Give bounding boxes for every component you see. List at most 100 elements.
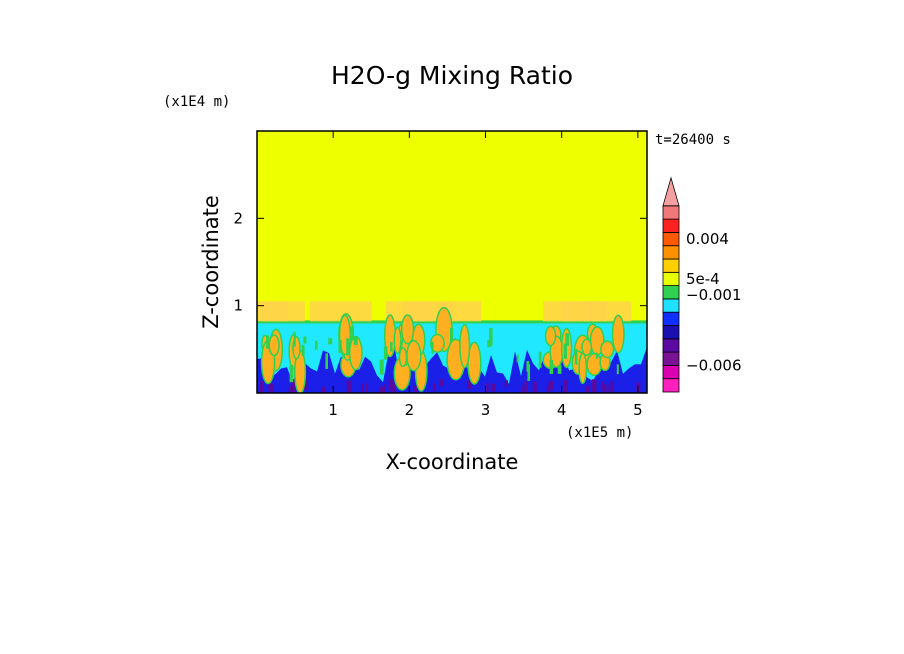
field-speck	[268, 382, 272, 392]
x-tick-label: 4	[557, 401, 567, 419]
colorbar-swatch	[662, 378, 680, 393]
contour-field	[235, 131, 647, 393]
x-unit-label: (x1E5 m)	[566, 425, 633, 441]
field-streak	[353, 336, 358, 345]
field-speck	[391, 383, 396, 393]
field-speck	[524, 381, 528, 393]
x-tick-label: 1	[328, 401, 338, 419]
field-streak	[301, 345, 305, 356]
cloud-plume	[544, 325, 557, 347]
field-speck	[486, 383, 489, 393]
field-speck	[564, 379, 568, 393]
colorbar-swatch	[662, 271, 680, 286]
field-streak	[293, 331, 296, 347]
field-streak	[557, 365, 562, 374]
x-tick-label: 2	[405, 401, 415, 419]
cloud-plume	[586, 352, 603, 377]
field-streak	[549, 359, 554, 375]
y-tick-label: 2	[233, 209, 243, 227]
field-speck	[549, 380, 554, 391]
field-streak	[303, 336, 307, 344]
field-streak	[390, 341, 393, 352]
cloud-plume	[238, 341, 247, 367]
y-axis-label: Z-coordinate	[199, 195, 223, 329]
field-speck	[290, 385, 294, 393]
colorbar-label: −0.001	[686, 286, 742, 304]
colorbar-swatch	[662, 258, 680, 273]
cloud-cap	[262, 301, 305, 322]
cloud-plume	[581, 338, 593, 357]
field-speck	[610, 381, 614, 393]
y-ticks: 12	[233, 209, 647, 315]
field-speck	[432, 383, 436, 392]
field-streak	[314, 340, 318, 350]
field-speck	[260, 380, 264, 393]
field-streak	[325, 353, 329, 369]
colorbar-swatch	[662, 285, 680, 300]
colorbar-label: 0.004	[686, 230, 729, 248]
field-streak	[338, 340, 342, 353]
field-streak	[595, 352, 598, 359]
field-speck	[439, 379, 444, 387]
cloud-plume	[242, 334, 251, 361]
field-speck	[601, 381, 604, 391]
field-streak	[383, 346, 388, 360]
cloud-plume	[578, 352, 588, 385]
field-speck	[303, 379, 308, 390]
colorbar-swatch	[662, 245, 680, 260]
colorbar-swatch	[662, 205, 680, 220]
field-speck	[591, 379, 597, 393]
cloud-plume	[393, 326, 402, 355]
field-streak	[350, 326, 355, 341]
field-streak	[489, 328, 493, 347]
cloud-plume	[459, 324, 471, 369]
field-streak	[431, 341, 434, 354]
colorbar-swatch	[662, 231, 680, 247]
colorbar-swatch	[662, 351, 680, 366]
cloud-plume	[398, 347, 408, 368]
field-streak	[527, 364, 531, 381]
field-speck	[520, 385, 524, 393]
y-unit-label: (x1E4 m)	[163, 94, 230, 110]
field-speck	[585, 385, 590, 393]
colorbar-extend-arrow	[662, 176, 680, 207]
field-streak	[565, 333, 569, 347]
x-axis-label: X-coordinate	[386, 450, 519, 474]
field-speck	[366, 383, 369, 392]
colorbar-swatch	[662, 311, 680, 326]
cloud-plume	[268, 334, 280, 357]
colorbar-swatch	[662, 364, 680, 380]
field-speck	[606, 384, 609, 393]
cloud-plume	[611, 314, 625, 354]
x-tick-label: 3	[481, 401, 491, 419]
colorbar-swatch	[662, 338, 680, 353]
field-speck	[414, 386, 418, 393]
field-speck	[321, 386, 326, 393]
colorbar	[662, 176, 680, 393]
field-streak	[289, 365, 294, 383]
field-speck	[504, 380, 509, 387]
field-streak	[379, 359, 384, 375]
chart-title: H2O-g Mixing Ratio	[331, 61, 573, 90]
cloud-plume	[235, 315, 250, 355]
colorbar-swatch	[662, 218, 680, 233]
field-streak	[346, 338, 350, 356]
field-streak	[616, 364, 619, 375]
field-speck	[379, 386, 385, 393]
cloud-plume	[600, 340, 615, 359]
colorbar-swatch	[662, 325, 680, 340]
y-tick-label: 1	[233, 297, 243, 315]
field-streak	[328, 338, 333, 345]
colorbar-swatch	[662, 298, 680, 313]
cloud-plume	[429, 333, 445, 353]
x-ticks: 1 2 3 4 5	[328, 131, 643, 419]
colorbar-label: −0.006	[686, 356, 742, 374]
field-streak	[563, 343, 568, 359]
field-speck	[361, 384, 364, 393]
time-label: t=26400 s	[655, 132, 731, 148]
colorbar-label: 5e-4	[686, 270, 720, 288]
field-speck	[347, 381, 351, 393]
field-speck	[602, 383, 607, 393]
x-tick-label: 5	[633, 401, 643, 419]
